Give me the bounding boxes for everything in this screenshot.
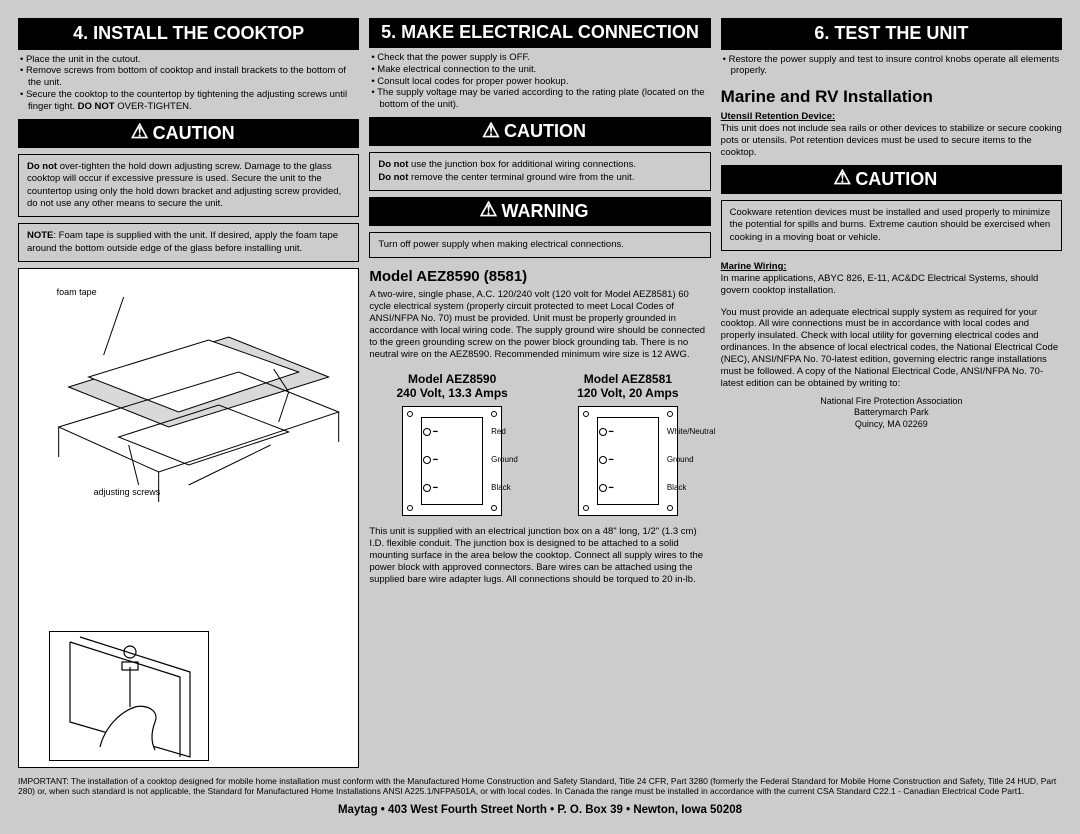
term-ground: Ground [491, 455, 518, 464]
install-bullet: Remove screws from bottom of cooktop and… [20, 65, 359, 89]
model-heading: Model AEZ8590 (8581) [369, 268, 710, 285]
electrical-warning-box: Turn off power supply when making electr… [369, 232, 710, 258]
wiring-label: Marine Wiring: [721, 261, 787, 272]
electrical-header: 5. MAKE ELECTRICAL CONNECTION [369, 18, 710, 48]
utensil-section: Utensil Retention Device: This unit does… [721, 111, 1062, 159]
caution-label: CAUTION [153, 123, 235, 144]
foam-tape-label: foam tape [57, 287, 97, 297]
address-block: National Fire Protection Association Bat… [721, 396, 1062, 431]
marine-heading: Marine and RV Installation [721, 87, 1062, 107]
term-black: Black [667, 483, 687, 492]
caution-label: CAUTION [504, 121, 586, 142]
install-diagram-svg: foam tape adjusting screws [27, 277, 350, 567]
electrical-bullet: Check that the power supply is OFF. [371, 52, 710, 64]
wiring-section: Marine Wiring: In marine applications, A… [721, 261, 1062, 297]
install-bullet: Place the unit in the cutout. [20, 54, 359, 66]
electrical-bullet: Consult local codes for proper power hoo… [371, 76, 710, 88]
terminal-left: Model AEZ8590 240 Volt, 13.3 Amps ━ ━ ━ … [369, 368, 535, 516]
install-caution-box: Do not over-tighten the hold down adjust… [18, 154, 359, 217]
wiring-text2: You must provide an adequate electrical … [721, 307, 1062, 390]
footer-important: IMPORTANT: The installation of a cooktop… [18, 776, 1062, 796]
junction-box-right: ━ ━ ━ White/Neutral Ground Black [578, 406, 678, 516]
utensil-label: Utensil Retention Device: [721, 111, 836, 122]
install-diagram: foam tape adjusting screws [18, 268, 359, 768]
footer-address: Maytag • 403 West Fourth Street North • … [18, 804, 1062, 816]
utensil-text: This unit does not include sea rails or … [721, 123, 1062, 158]
hand-inset-svg [50, 632, 210, 762]
terminal-row: Model AEZ8590 240 Volt, 13.3 Amps ━ ━ ━ … [369, 368, 710, 516]
adjusting-screws-label: adjusting screws [94, 487, 161, 497]
term-ground: Ground [667, 455, 694, 464]
electrical-caution-box: Do not use the junction box for addition… [369, 152, 710, 191]
hand-inset [49, 631, 209, 761]
electrical-bullet: Make electrical connection to the unit. [371, 64, 710, 76]
install-caution-header: CAUTION [18, 119, 359, 148]
test-header: 6. TEST THE UNIT [721, 18, 1062, 50]
test-bullets: Restore the power supply and test to ins… [721, 54, 1062, 78]
term-red: Red [491, 427, 506, 436]
install-bullets: Place the unit in the cutout. Remove scr… [18, 54, 359, 113]
right-model-line1: Model AEZ8581 [545, 372, 711, 386]
addr-line: Batterymarch Park [721, 407, 1062, 419]
electrical-bullet: The supply voltage may be varied accordi… [371, 87, 710, 111]
column-test: 6. TEST THE UNIT Restore the power suppl… [721, 18, 1062, 768]
addr-line: Quincy, MA 02269 [721, 419, 1062, 431]
terminal-right: Model AEZ8581 120 Volt, 20 Amps ━ ━ ━ Wh… [545, 368, 711, 516]
install-bullet: Secure the cooktop to the countertop by … [20, 89, 359, 113]
junction-box-left: ━ ━ ━ Red Ground Black [402, 406, 502, 516]
wiring-text1: In marine applications, ABYC 826, E-11, … [721, 273, 1039, 296]
column-install: 4. INSTALL THE COOKTOP Place the unit in… [18, 18, 359, 768]
term-white: White/Neutral [667, 427, 715, 436]
electrical-caution-header: CAUTION [369, 117, 710, 146]
caution-label: CAUTION [855, 169, 937, 190]
term-black: Black [491, 483, 511, 492]
electrical-warning-header: WARNING [369, 197, 710, 226]
warning-label: WARNING [501, 201, 588, 222]
model-text: A two-wire, single phase, A.C. 120/240 v… [369, 289, 710, 360]
column-electrical: 5. MAKE ELECTRICAL CONNECTION Check that… [369, 18, 710, 768]
left-model-line1: Model AEZ8590 [369, 372, 535, 386]
install-note-box: NOTE: Foam tape is supplied with the uni… [18, 223, 359, 262]
right-model-line2: 120 Volt, 20 Amps [545, 386, 711, 400]
marine-caution-box: Cookware retention devices must be insta… [721, 200, 1062, 251]
marine-caution-header: CAUTION [721, 165, 1062, 194]
columns-container: 4. INSTALL THE COOKTOP Place the unit in… [18, 18, 1062, 768]
electrical-bullets: Check that the power supply is OFF. Make… [369, 52, 710, 111]
junction-text: This unit is supplied with an electrical… [369, 526, 710, 585]
left-model-line2: 240 Volt, 13.3 Amps [369, 386, 535, 400]
page: 4. INSTALL THE COOKTOP Place the unit in… [18, 18, 1062, 816]
test-bullet: Restore the power supply and test to ins… [723, 54, 1062, 78]
addr-line: National Fire Protection Association [721, 396, 1062, 408]
install-header: 4. INSTALL THE COOKTOP [18, 18, 359, 50]
